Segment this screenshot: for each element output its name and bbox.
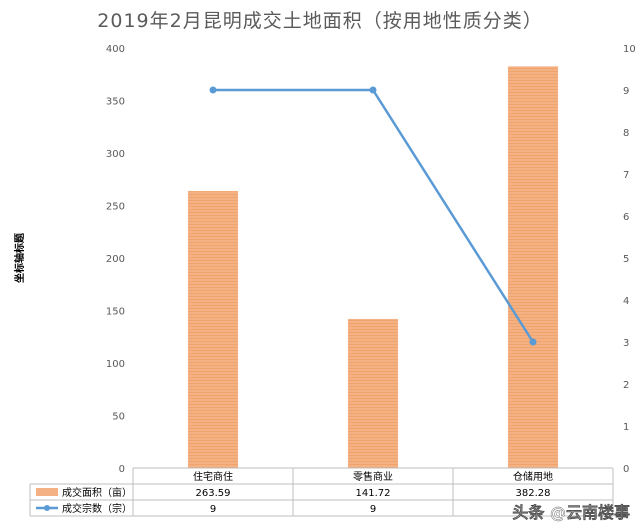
legend-entry: 成交宗数（宗）: [62, 502, 132, 515]
y-tick-label: 350: [106, 97, 125, 108]
y2-tick-label: 1: [623, 422, 629, 433]
y-tick-label: 200: [106, 254, 125, 265]
y-axis-title: 坐标轴标题: [13, 232, 26, 283]
y2-tick-label: 4: [623, 296, 629, 307]
y-tick-label: 100: [106, 359, 125, 370]
x-tick-label: 住宅商住: [193, 470, 233, 483]
y-tick-label: 400: [106, 44, 125, 55]
line-point: [369, 86, 377, 94]
chart-title: 2019年2月昆明成交土地面积（按用地性质分类）: [97, 10, 542, 32]
y2-tick-label: 0: [623, 464, 629, 475]
y-tick-label: 50: [112, 412, 125, 423]
y2-tick-label: 10: [623, 44, 636, 55]
line-point: [529, 338, 537, 346]
watermark-text: 头条 @云南楼事: [512, 503, 630, 522]
data-label: 3: [530, 504, 536, 515]
legend-entry: 成交面积（亩）: [62, 486, 132, 499]
x-tick-label: 仓储用地: [513, 470, 553, 483]
y2-tick-label: 7: [623, 170, 629, 181]
y2-tick-label: 6: [623, 212, 629, 223]
y-tick-label: 250: [106, 202, 125, 213]
y2-tick-label: 2: [623, 380, 629, 391]
legend-swatch-bar: [36, 488, 58, 496]
bar: [507, 66, 559, 469]
y2-tick-label: 8: [623, 128, 629, 139]
data-label: 9: [370, 504, 376, 515]
data-label: 9: [210, 504, 216, 515]
y-tick-label: 150: [106, 307, 125, 318]
data-label: 263.59: [196, 488, 231, 499]
y2-tick-label: 5: [623, 254, 629, 265]
y-tick-label: 0: [119, 464, 125, 475]
bar: [347, 318, 399, 469]
bar: [187, 190, 239, 469]
line-point: [209, 86, 217, 94]
y2-tick-label: 9: [623, 86, 629, 97]
legend-swatch-marker: [44, 505, 50, 511]
plot-area: 0 50 100 150 200 250 300 350 400 0 1 2 3 4 5 6 7 8 9 10: [106, 44, 636, 475]
watermark: 头条 @云南楼事: [512, 503, 630, 522]
series-line: [213, 88, 535, 343]
y-tick-label: 300: [106, 149, 125, 160]
data-label: 382.28: [516, 488, 551, 499]
y2-tick-label: 3: [623, 338, 629, 349]
data-label: 141.72: [356, 488, 391, 499]
x-tick-label: 零售商业: [353, 470, 393, 483]
